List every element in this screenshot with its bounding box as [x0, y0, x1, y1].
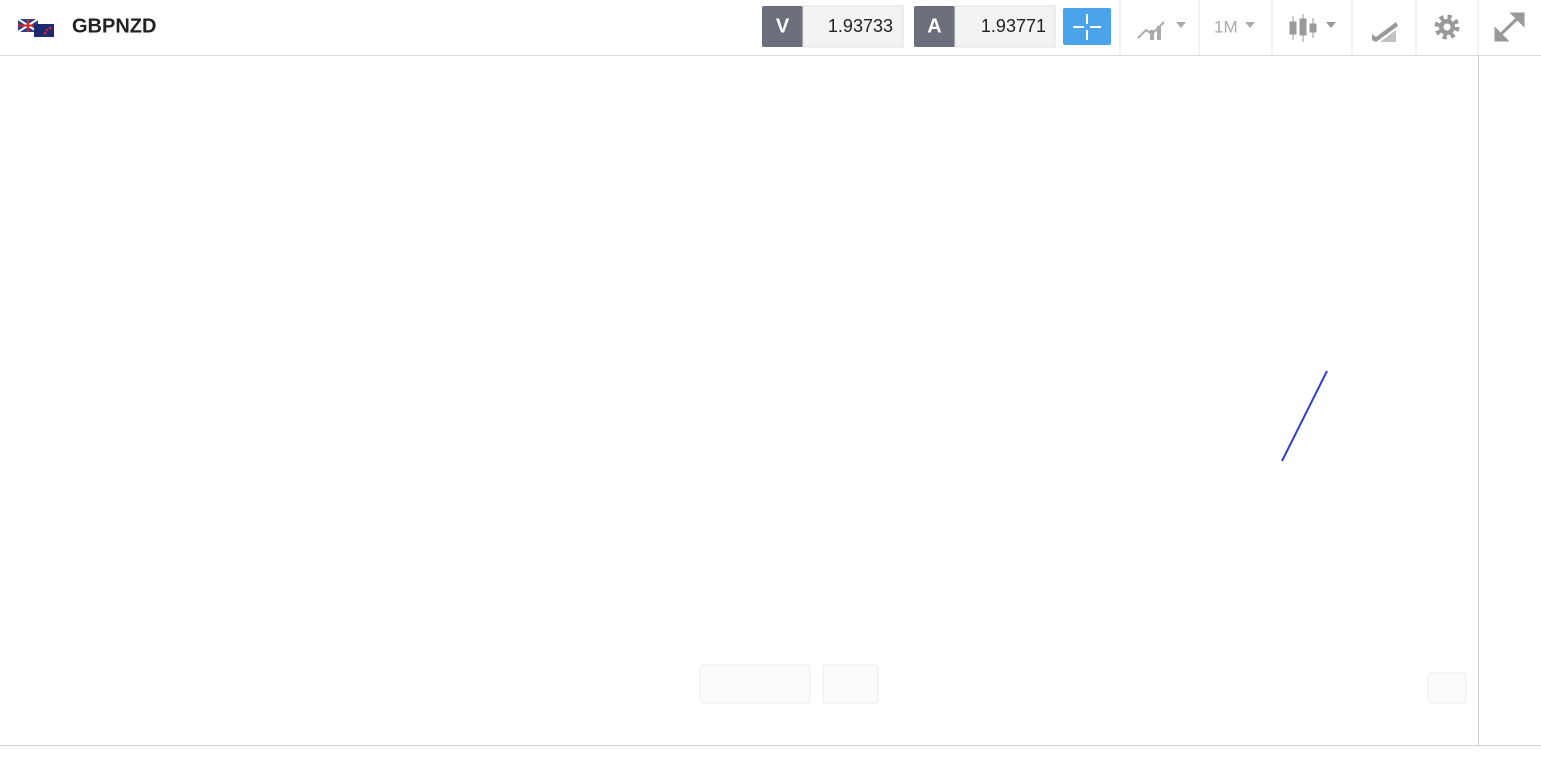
settings-button[interactable]	[1434, 14, 1460, 40]
timeframe-caret	[1245, 22, 1255, 28]
toolbar-separators	[1119, 0, 1479, 55]
trend-line-drawing[interactable]	[1281, 370, 1328, 462]
ask-price: 1.93771	[981, 16, 1046, 36]
symbol: GBPNZD	[72, 15, 156, 37]
ask-button[interactable]	[914, 6, 955, 47]
bid-button[interactable]	[762, 6, 803, 47]
ask-label: A	[927, 15, 941, 37]
timeframe[interactable]: 1M	[1214, 17, 1238, 36]
drawing-button[interactable]	[1372, 22, 1398, 42]
bid-label: V	[776, 15, 790, 37]
ask-box	[954, 5, 1056, 48]
indicator-button[interactable]	[1137, 21, 1186, 40]
bid-price: 1.93733	[828, 16, 893, 36]
fullscreen-button[interactable]	[1494, 12, 1525, 42]
flag-icon	[17, 18, 54, 37]
chart-type-button[interactable]	[1289, 14, 1336, 42]
crosshair-button[interactable]	[1063, 8, 1111, 45]
bid-box	[802, 5, 904, 48]
ui-placeholders	[699, 664, 1467, 704]
